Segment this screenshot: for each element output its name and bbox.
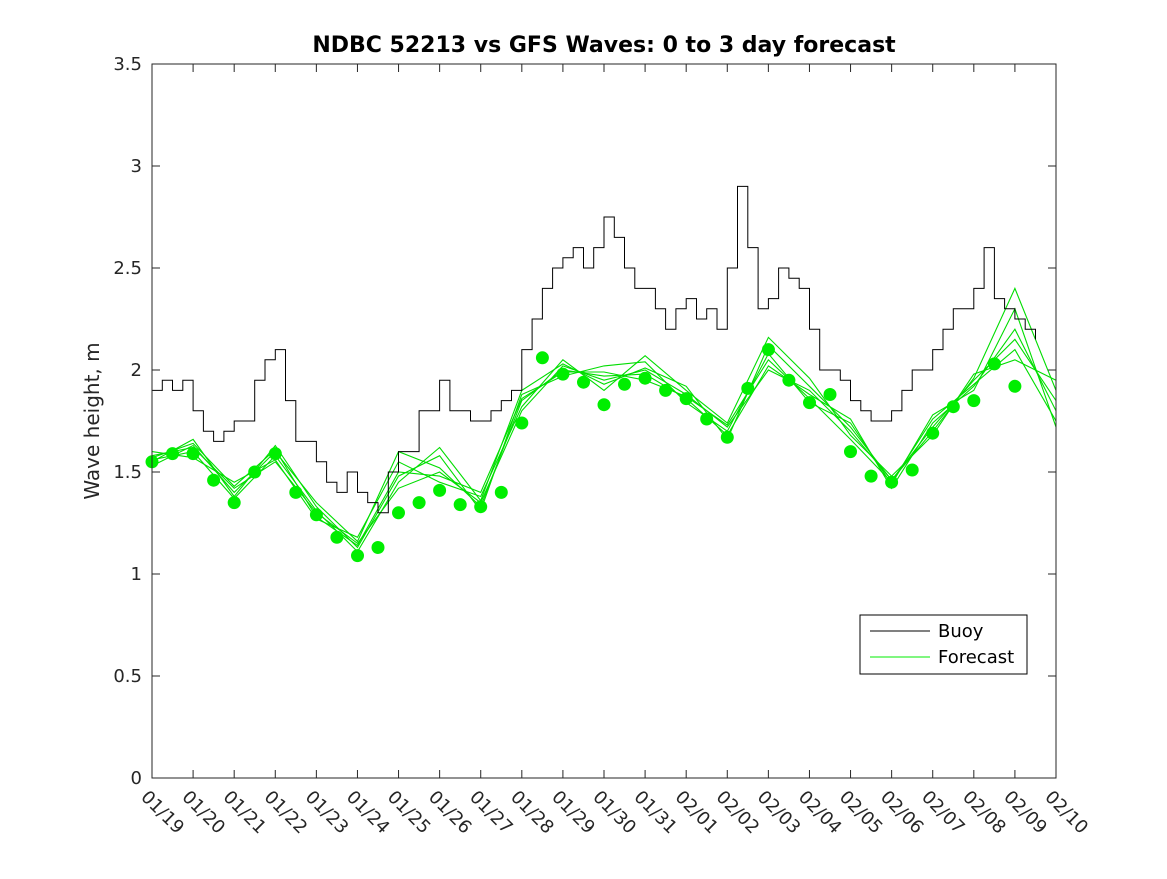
series-group (152, 185, 1056, 553)
forecast-point-30 (761, 343, 775, 357)
forecast-point-11 (371, 541, 385, 554)
forecast-point-38 (926, 426, 940, 440)
y-tick-label-6: 3 (131, 156, 142, 177)
forecast-point-23 (618, 377, 631, 391)
forecast-point-1 (166, 447, 179, 461)
forecast-point-40 (967, 394, 981, 408)
forecast-point-7 (289, 485, 303, 499)
forecast-point-2 (186, 447, 200, 461)
forecast-point-5 (248, 465, 262, 479)
forecast-point-21 (577, 375, 590, 389)
y-tick-label-0: 0 (131, 768, 142, 789)
forecast-point-29 (741, 381, 755, 395)
forecast-point-35 (864, 469, 878, 483)
forecast-point-25 (659, 383, 673, 397)
forecast-point-13 (412, 496, 426, 510)
forecast-point-42 (1008, 379, 1022, 393)
y-tick-label-2: 1 (131, 564, 142, 585)
forecast-point-26 (679, 392, 693, 406)
forecast-line-7 (152, 348, 1056, 547)
y-tick-label-4: 2 (131, 360, 142, 381)
forecast-point-37 (905, 463, 919, 477)
forecast-point-33 (823, 388, 837, 401)
forecast-line-4 (152, 336, 1056, 539)
forecast-point-32 (803, 396, 816, 410)
chart-title: NDBC 52213 vs GFS Waves: 0 to 3 day fore… (312, 33, 896, 58)
forecast-point-14 (433, 483, 447, 497)
y-tick-label-7: 3.5 (113, 54, 142, 75)
analysis-points (145, 343, 1022, 563)
forecast-point-9 (330, 530, 344, 544)
forecast-point-27 (700, 412, 714, 426)
forecast-point-36 (885, 475, 899, 489)
forecast-point-34 (844, 445, 857, 459)
forecast-point-8 (309, 508, 323, 522)
forecast-point-19 (535, 351, 549, 365)
forecast-point-20 (556, 367, 570, 381)
y-tick-label-1: 0.5 (113, 666, 142, 687)
buoy-line (152, 185, 1036, 514)
forecast-point-39 (946, 400, 960, 414)
forecast-point-24 (638, 371, 652, 385)
legend-label-buoy: Buoy (938, 621, 984, 642)
forecast-point-4 (227, 496, 241, 510)
forecast-line-5 (152, 328, 1056, 543)
forecast-point-28 (720, 430, 734, 444)
legend-label-forecast: Forecast (938, 647, 1014, 668)
forecast-point-18 (515, 416, 529, 430)
y-tick-label-5: 2.5 (113, 258, 142, 279)
forecast-point-22 (597, 398, 611, 412)
legend-box (859, 614, 1028, 675)
y-tick-label-3: 1.5 (113, 462, 142, 483)
forecast-point-17 (494, 485, 508, 499)
forecast-point-31 (782, 373, 796, 387)
forecast-point-41 (987, 357, 1001, 371)
forecast-point-12 (392, 506, 405, 520)
forecast-point-15 (453, 498, 467, 512)
forecast-point-3 (207, 473, 221, 487)
forecast-point-10 (351, 549, 364, 563)
legend: Buoy Forecast (859, 614, 1028, 675)
y-axis-label: Wave height, m (80, 342, 104, 499)
forecast-point-6 (268, 447, 282, 461)
forecast-point-16 (474, 500, 488, 514)
forecast-line-6 (152, 287, 1056, 553)
